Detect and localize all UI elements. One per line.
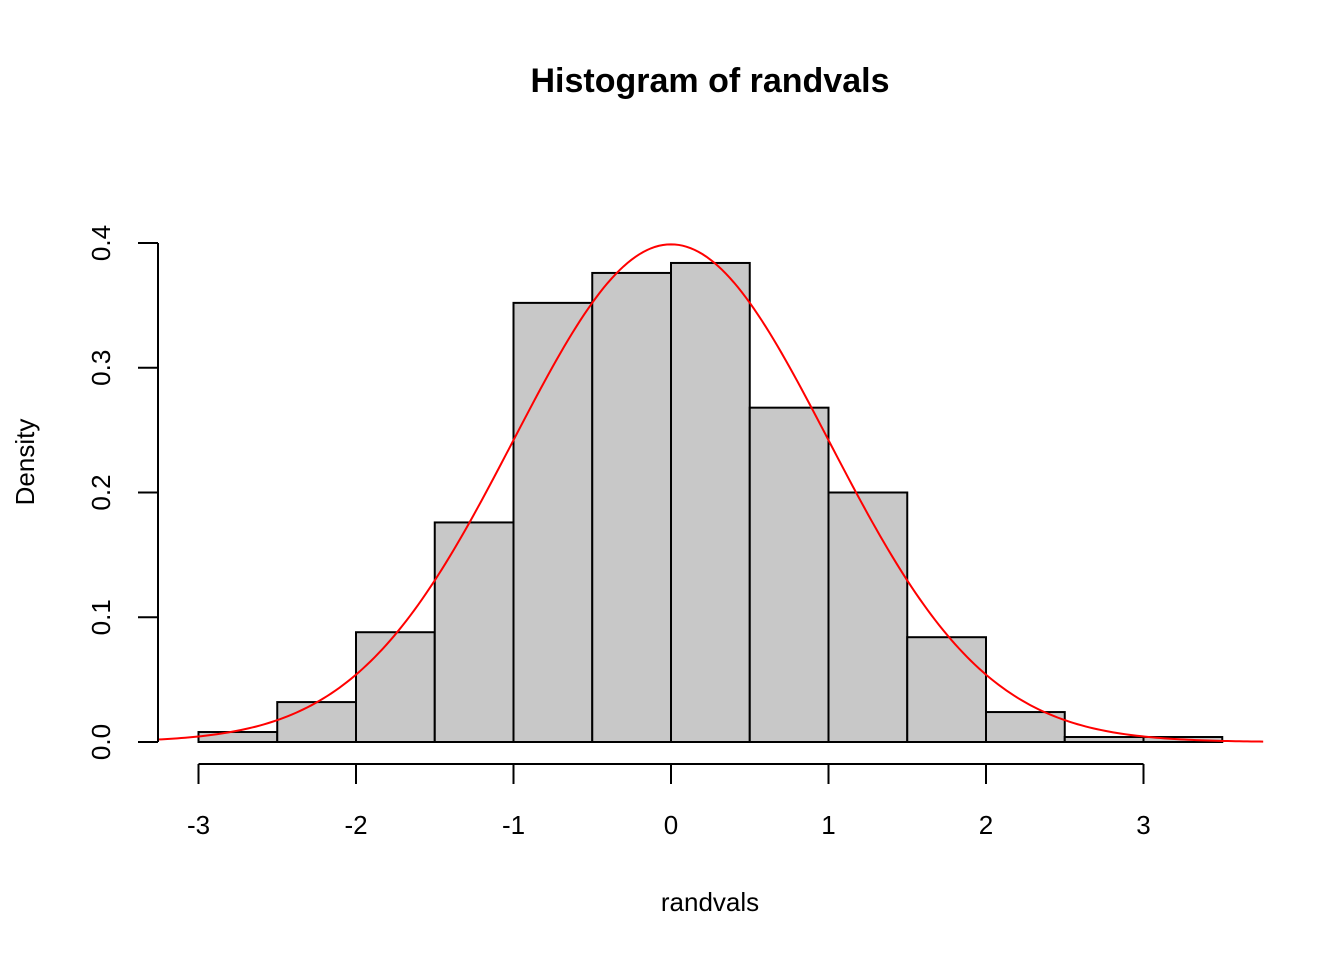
bars-group bbox=[197, 261, 1224, 744]
histogram-bar bbox=[591, 271, 672, 743]
x-tick-label: -1 bbox=[502, 810, 525, 840]
x-tick-label: 3 bbox=[1136, 810, 1150, 840]
x-axis: -3 -2 -1 0 1 2 3 bbox=[187, 763, 1151, 840]
y-tick-label: 0.3 bbox=[86, 350, 116, 386]
y-tick-label: 0.4 bbox=[86, 225, 116, 261]
histogram-bar bbox=[748, 406, 830, 743]
histogram-bar bbox=[906, 636, 987, 744]
x-axis-label: randvals bbox=[661, 887, 759, 917]
histogram-bar bbox=[433, 521, 515, 743]
y-tick-label: 0.0 bbox=[86, 724, 116, 760]
chart-title: Histogram of randvals bbox=[531, 62, 890, 100]
histogram-bar bbox=[985, 711, 1066, 743]
y-axis-label: Density bbox=[10, 419, 40, 506]
y-axis: 0.0 0.1 0.2 0.3 0.4 bbox=[86, 225, 159, 760]
y-tick-label: 0.1 bbox=[86, 599, 116, 635]
x-tick-label: -2 bbox=[344, 810, 367, 840]
histogram-bar bbox=[276, 701, 357, 744]
density-curve bbox=[157, 243, 1264, 743]
histogram-bar bbox=[670, 261, 751, 743]
x-tick-label: 0 bbox=[664, 810, 678, 840]
y-tick-label: 0.2 bbox=[86, 474, 116, 510]
histogram-bar bbox=[512, 301, 594, 743]
x-tick-label: -3 bbox=[187, 810, 210, 840]
histogram-bar bbox=[197, 731, 279, 744]
histogram-bar bbox=[355, 631, 436, 743]
histogram-bar bbox=[827, 491, 909, 743]
histogram-bar bbox=[1063, 736, 1145, 744]
x-tick-label: 1 bbox=[821, 810, 835, 840]
x-tick-label: 2 bbox=[979, 810, 993, 840]
